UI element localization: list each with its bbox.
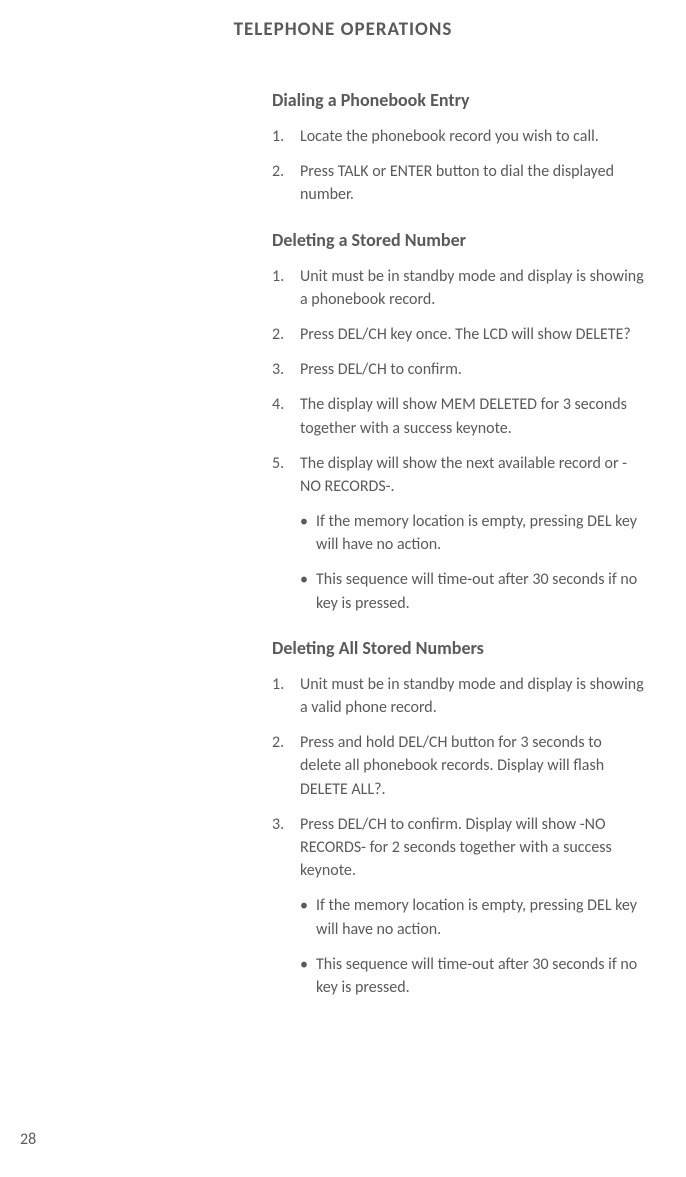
item-text: The display will show MEM DELETED for 3 … (300, 393, 646, 439)
bullet-item: • This sequence will time-out after 30 s… (300, 568, 646, 614)
bullet-item: • If the memory location is empty, press… (300, 510, 646, 556)
list-item: 1. Unit must be in standby mode and disp… (272, 265, 646, 311)
item-text: Press and hold DEL/CH button for 3 secon… (300, 731, 646, 801)
list-item: 3. Press DEL/CH to confirm. Display will… (272, 813, 646, 883)
list-item: 1. Unit must be in standby mode and disp… (272, 673, 646, 719)
section-title-dialing: Dialing a Phonebook Entry (272, 89, 646, 111)
item-number: 2. (272, 731, 300, 801)
item-number: 1. (272, 265, 300, 311)
item-text: Press DEL/CH to confirm. Display will sh… (300, 813, 646, 883)
bullet-text: This sequence will time-out after 30 sec… (316, 953, 646, 999)
section-title-deleting-all: Deleting All Stored Numbers (272, 637, 646, 659)
section-title-deleting: Deleting a Stored Number (272, 229, 646, 251)
item-number: 5. (272, 452, 300, 498)
item-number: 1. (272, 125, 300, 148)
bullet-item: • If the memory location is empty, press… (300, 894, 646, 940)
item-text: Press TALK or ENTER button to dial the d… (300, 160, 646, 206)
deleting-steps: 1. Unit must be in standby mode and disp… (272, 265, 646, 499)
list-item: 5. The display will show the next availa… (272, 452, 646, 498)
item-text: The display will show the next available… (300, 452, 646, 498)
bullet-dot: • (300, 953, 316, 999)
bullet-text: This sequence will time-out after 30 sec… (316, 568, 646, 614)
page-number: 28 (20, 1130, 36, 1149)
list-item: 4. The display will show MEM DELETED for… (272, 393, 646, 439)
item-text: Locate the phonebook record you wish to … (300, 125, 646, 148)
item-text: Press DEL/CH to confirm. (300, 358, 646, 381)
item-text: Unit must be in standby mode and display… (300, 673, 646, 719)
item-number: 3. (272, 813, 300, 883)
bullet-dot: • (300, 510, 316, 556)
bullet-item: • This sequence will time-out after 30 s… (300, 953, 646, 999)
content-area: Dialing a Phonebook Entry 1. Locate the … (272, 89, 646, 999)
item-text: Press DEL/CH key once. The LCD will show… (300, 323, 646, 346)
list-item: 3. Press DEL/CH to confirm. (272, 358, 646, 381)
item-number: 3. (272, 358, 300, 381)
bullet-dot: • (300, 894, 316, 940)
item-text: Unit must be in standby mode and display… (300, 265, 646, 311)
deleting-all-steps: 1. Unit must be in standby mode and disp… (272, 673, 646, 883)
list-item: 2. Press and hold DEL/CH button for 3 se… (272, 731, 646, 801)
list-item: 2. Press DEL/CH key once. The LCD will s… (272, 323, 646, 346)
deleting-notes: • If the memory location is empty, press… (272, 510, 646, 615)
item-number: 2. (272, 323, 300, 346)
bullet-dot: • (300, 568, 316, 614)
list-item: 1. Locate the phonebook record you wish … (272, 125, 646, 148)
dialing-steps: 1. Locate the phonebook record you wish … (272, 125, 646, 207)
item-number: 1. (272, 673, 300, 719)
item-number: 2. (272, 160, 300, 206)
bullet-text: If the memory location is empty, pressin… (316, 510, 646, 556)
item-number: 4. (272, 393, 300, 439)
list-item: 2. Press TALK or ENTER button to dial th… (272, 160, 646, 206)
bullet-text: If the memory location is empty, pressin… (316, 894, 646, 940)
page-title: TELEPHONE OPERATIONS (0, 18, 686, 41)
deleting-all-notes: • If the memory location is empty, press… (272, 894, 646, 999)
